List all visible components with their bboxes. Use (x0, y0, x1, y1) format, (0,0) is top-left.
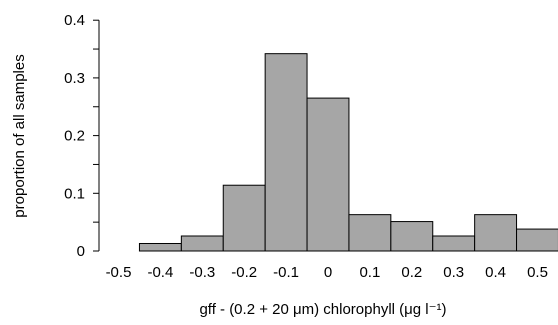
x-axis-ticks: -0.5 -0.4 -0.3 -0.2 -0.1 0 0.1 0.2 0.3 0.4 0.5 (106, 264, 548, 281)
histogram-bar-0 (138, 242, 182, 252)
bars-group (138, 53, 558, 252)
y-tick-label-3: 0.3 (64, 70, 85, 87)
x-tick-label-1: -0.4 (147, 264, 173, 281)
histogram-bar-2 (222, 184, 266, 252)
histogram-bar-4 (306, 97, 350, 252)
histogram-bar-3 (264, 53, 308, 252)
y-tick-label-0: 0 (77, 243, 85, 260)
x-tick-label-7: 0.2 (401, 264, 422, 281)
x-tick-label-5: 0 (324, 264, 332, 281)
histogram-bar-8 (474, 214, 518, 252)
histogram-bar-9 (516, 228, 558, 252)
x-tick-label-2: -0.3 (189, 264, 215, 281)
histogram-bar-6 (390, 221, 434, 252)
y-tick-label-4: 0.4 (64, 12, 85, 29)
x-tick-label-8: 0.3 (443, 264, 464, 281)
x-tick-label-6: 0.1 (359, 264, 380, 281)
histogram-bar-1 (180, 235, 224, 252)
y-tick-label-2: 0.2 (64, 128, 85, 145)
histogram-bar-7 (432, 235, 476, 252)
x-axis-label: gff - (0.2 + 20 μm) chlorophyll (μg l⁻¹) (199, 301, 446, 318)
x-tick-label-9: 0.4 (485, 264, 506, 281)
x-tick-label-3: -0.2 (231, 264, 257, 281)
y-tick-label-1: 0.1 (64, 185, 85, 202)
x-tick-label-0: -0.5 (106, 264, 132, 281)
x-tick-label-4: -0.1 (273, 264, 299, 281)
histogram-bar-5 (348, 214, 392, 252)
y-axis: 0 0.1 0.2 0.3 0.4 (64, 12, 100, 260)
x-tick-label-10: 0.5 (527, 264, 548, 281)
y-axis-label: proportion of all samples (11, 54, 28, 217)
